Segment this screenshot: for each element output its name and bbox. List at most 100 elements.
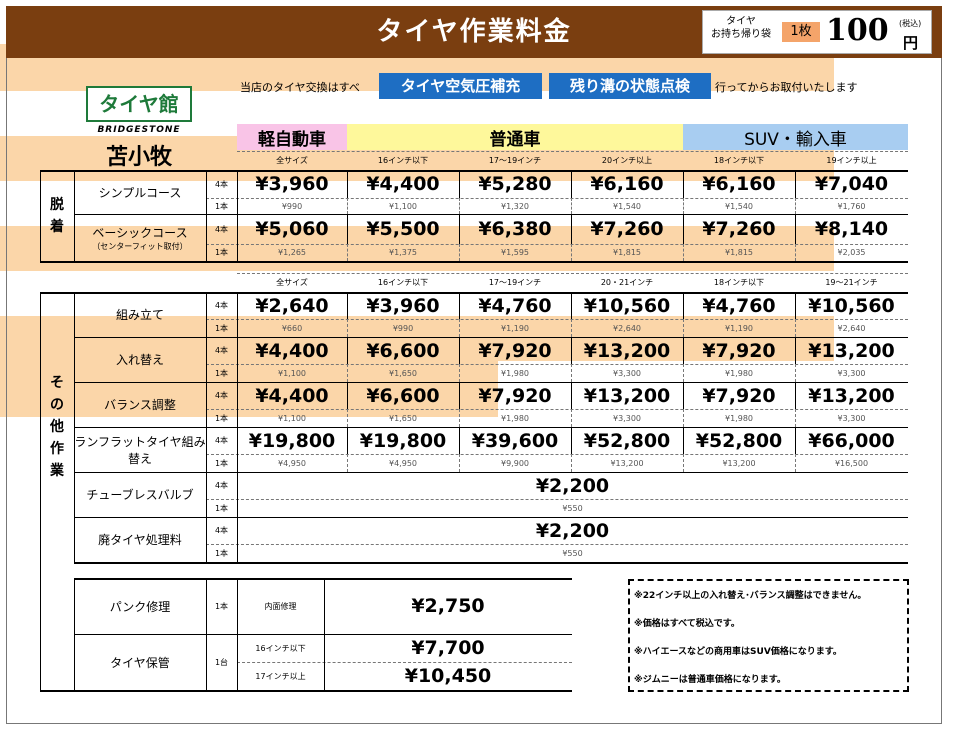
table-rule	[206, 382, 207, 427]
section2-row-label: バランス調整	[74, 382, 206, 427]
table-rule	[683, 364, 684, 382]
table-rule	[206, 454, 908, 455]
table-rule	[40, 690, 572, 692]
section2-row-price-one: ¥2,640	[613, 323, 641, 333]
table-rule	[795, 364, 796, 382]
table-rule	[459, 244, 460, 261]
table-rule	[74, 292, 75, 337]
section1-row-label: シンプルコース	[74, 170, 206, 214]
table-rule	[571, 427, 572, 454]
section2-row-count-four: 4本	[214, 436, 229, 445]
table-rule	[459, 454, 460, 472]
table-rule	[683, 292, 684, 319]
section1-row-price-one: ¥2,035	[837, 248, 866, 257]
section2-row-price-one: ¥1,650	[389, 413, 417, 423]
section2-size-label: 20・21インチ	[600, 277, 654, 287]
section1-row-price-one: ¥990	[281, 201, 303, 211]
section2-name-char: 他	[50, 419, 64, 435]
section2-row-price-one: ¥1,190	[501, 323, 529, 333]
section2-row-count-four: 4本	[214, 301, 229, 310]
section2-row-price-one: ¥13,200	[610, 458, 644, 468]
table-rule	[74, 634, 572, 635]
table-rule	[206, 517, 207, 562]
section1-row-price-one: ¥1,595	[501, 248, 529, 257]
section1-name-char: 脱	[50, 196, 64, 213]
section1-row-price-four: ¥6,160	[590, 173, 664, 195]
takeaway-label-line2: お持ち帰り袋	[711, 29, 771, 40]
table-rule	[795, 292, 796, 319]
table-rule	[683, 427, 684, 454]
section2-row-price-one: ¥2,640	[837, 323, 866, 333]
section1-row-label-text: シンプルコース	[98, 185, 182, 200]
section2-row-price-one: ¥660	[281, 323, 303, 333]
storage-size: 17インチ以上	[255, 671, 306, 681]
table-rule	[74, 472, 75, 517]
table-rule	[40, 292, 41, 690]
section2-name-char: 作	[50, 441, 64, 457]
section2-row-price-four: ¥52,800	[695, 429, 783, 452]
section2-row-price-four: ¥7,920	[478, 339, 552, 362]
table-rule	[74, 214, 908, 215]
table-rule	[347, 337, 348, 364]
section2-row-price-four: ¥13,200	[583, 339, 671, 362]
section2-row-price-one: ¥3,300	[837, 413, 866, 423]
section2-row-price-one: ¥3,300	[613, 413, 641, 423]
table-rule	[571, 319, 572, 337]
valve-row-count-one: 1本	[214, 503, 229, 513]
section1-row-price-one: ¥1,375	[389, 248, 417, 257]
table-rule	[459, 409, 460, 427]
storage-count: 1台	[214, 657, 229, 667]
table-rule	[683, 319, 684, 337]
table-rule	[795, 198, 796, 214]
table-rule	[459, 337, 460, 364]
table-rule	[237, 273, 908, 274]
disposal-row-count-one: 1本	[214, 548, 229, 558]
table-rule	[237, 151, 908, 152]
table-rule	[206, 578, 207, 690]
table-rule	[206, 337, 207, 382]
table-rule	[206, 544, 908, 545]
table-rule	[571, 292, 572, 319]
category-kei: 軽自動車	[237, 124, 347, 150]
table-rule	[795, 319, 796, 337]
section1-row-price-one: ¥1,815	[725, 248, 753, 257]
puncture-count: 1本	[214, 601, 229, 611]
table-rule	[683, 198, 684, 214]
section1-size-label: 全サイズ	[276, 155, 308, 165]
note-item: ※22インチ以上の入れ替え･バランス調整はできません。	[634, 591, 867, 601]
notes-box	[628, 579, 909, 692]
note-item: ※ジムニーは普通車価格になります。	[634, 675, 786, 685]
section2-row-price-four: ¥7,920	[702, 384, 776, 407]
table-rule	[683, 382, 684, 409]
table-rule	[571, 244, 572, 261]
section2-row-label-text: 組み立て	[115, 308, 164, 322]
table-rule	[206, 427, 207, 472]
maker-logo: BRIDGESTONE	[97, 125, 181, 135]
puncture-label: パンク修理	[109, 599, 171, 614]
section1-size-label: 18インチ以下	[713, 155, 765, 165]
valve-row-label: チューブレスバルブ	[74, 472, 206, 517]
section2-row-count-four: 4本	[214, 391, 229, 400]
section1-row-price-four: ¥3,960	[255, 173, 329, 195]
section2-row-price-one: ¥3,300	[837, 368, 866, 378]
disposal-row-bg	[0, 316, 834, 361]
section2-row-price-one: ¥9,900	[501, 458, 529, 468]
table-rule	[206, 319, 908, 320]
valve-row-price-four: ¥2,200	[535, 474, 610, 497]
takeaway-box	[702, 10, 932, 54]
section2-row-price-one: ¥1,650	[389, 368, 417, 378]
section1-row-price-four: ¥7,260	[590, 218, 664, 240]
section2-size-label: 全サイズ	[276, 277, 308, 287]
section2-size-label: 17～19インチ	[488, 277, 542, 287]
table-rule	[795, 214, 796, 244]
table-rule	[347, 198, 348, 214]
section1-name-char: 着	[50, 218, 64, 235]
section2-row-price-four: ¥4,760	[702, 294, 776, 317]
table-rule	[74, 517, 75, 562]
section2-row-price-four: ¥4,400	[255, 384, 329, 407]
section2-row-price-four: ¥19,800	[359, 429, 447, 452]
section2-row-price-one: ¥990	[392, 323, 414, 333]
table-rule	[237, 517, 238, 562]
storage-price: ¥10,450	[404, 665, 492, 687]
